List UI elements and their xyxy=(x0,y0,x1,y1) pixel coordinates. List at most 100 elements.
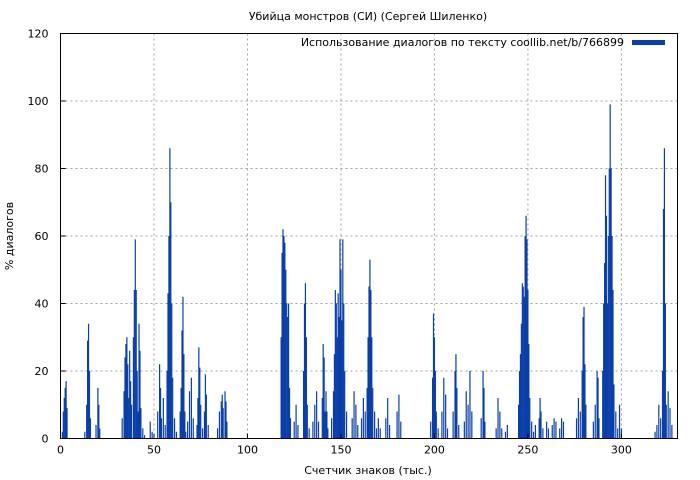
bar xyxy=(437,428,439,439)
bar xyxy=(202,428,204,439)
bar xyxy=(173,418,176,439)
bar xyxy=(525,215,527,439)
bar xyxy=(160,418,163,439)
y-tick-label: 100 xyxy=(28,95,49,108)
bar xyxy=(521,283,523,439)
x-tick-label: 0 xyxy=(57,444,64,457)
y-axis-ticks: 0 20 40 60 80 100 120 xyxy=(28,28,66,446)
y-tick-label: 120 xyxy=(28,28,49,41)
bar xyxy=(344,371,346,439)
y-tick-label: 60 xyxy=(35,230,49,243)
bar xyxy=(132,337,135,439)
bar xyxy=(323,357,325,439)
bar xyxy=(608,168,610,439)
bar xyxy=(226,421,228,439)
bar xyxy=(465,391,467,439)
bar xyxy=(142,428,144,439)
bar xyxy=(597,377,599,439)
bar xyxy=(467,404,469,439)
bar xyxy=(581,371,583,439)
bar xyxy=(665,404,667,439)
bar xyxy=(471,411,473,439)
bar xyxy=(220,401,222,439)
bar xyxy=(164,425,166,439)
bar xyxy=(338,317,340,439)
bar xyxy=(198,347,200,439)
bar xyxy=(372,387,374,439)
bar xyxy=(326,411,328,439)
bar xyxy=(327,428,329,439)
x-tick-label: 300 xyxy=(611,444,632,457)
bar xyxy=(304,283,307,439)
bar xyxy=(497,398,499,439)
bar xyxy=(130,404,133,439)
bar xyxy=(553,418,555,439)
bar xyxy=(539,398,541,439)
bar xyxy=(584,364,586,439)
bar xyxy=(610,168,612,439)
bar xyxy=(656,425,658,439)
bar xyxy=(524,236,526,439)
chart-title: Убийца монстров (СИ) (Сергей Шиленко) xyxy=(249,10,487,23)
bar xyxy=(499,411,501,439)
bar xyxy=(289,418,292,439)
x-tick-label: 250 xyxy=(517,444,538,457)
bar xyxy=(225,401,227,439)
bar xyxy=(216,428,219,439)
bar xyxy=(314,404,316,439)
bar xyxy=(86,404,88,439)
bar xyxy=(618,404,621,439)
bar xyxy=(288,303,290,439)
bar xyxy=(523,296,525,439)
bar xyxy=(196,425,198,439)
bar xyxy=(375,428,378,439)
bar xyxy=(547,428,550,439)
bar xyxy=(534,425,536,439)
bar xyxy=(551,425,553,439)
bar xyxy=(157,411,159,439)
bar xyxy=(592,421,594,439)
bar xyxy=(336,337,338,439)
bar xyxy=(200,404,202,439)
bar xyxy=(529,398,531,439)
bar xyxy=(184,411,186,439)
bar xyxy=(538,418,540,439)
bar xyxy=(480,418,482,439)
bar xyxy=(364,411,366,439)
bar xyxy=(168,236,170,439)
bar xyxy=(308,428,310,439)
bar xyxy=(133,290,135,439)
bar xyxy=(134,239,136,439)
bar xyxy=(340,269,342,439)
y-tick-label: 20 xyxy=(35,365,49,378)
bar xyxy=(123,391,125,439)
bar xyxy=(542,428,544,439)
bar xyxy=(281,252,283,439)
bar xyxy=(203,411,206,439)
bar xyxy=(435,411,437,439)
bar xyxy=(99,428,101,439)
bar xyxy=(388,425,391,439)
bar xyxy=(302,371,305,439)
bar xyxy=(596,371,598,439)
bar xyxy=(620,428,623,439)
bar xyxy=(607,236,609,439)
bar xyxy=(528,344,530,439)
bar xyxy=(127,364,129,439)
bar xyxy=(205,394,207,439)
bar xyxy=(575,418,578,439)
bar xyxy=(283,236,285,439)
bar xyxy=(598,418,600,439)
bar xyxy=(136,371,138,439)
bar xyxy=(179,411,181,439)
bar xyxy=(483,387,485,439)
bar xyxy=(337,293,339,439)
bar xyxy=(604,175,607,439)
bar xyxy=(605,215,608,439)
bar xyxy=(158,364,161,439)
bar xyxy=(400,421,402,439)
bar xyxy=(324,411,326,439)
bar xyxy=(518,371,521,439)
bar xyxy=(98,404,100,439)
